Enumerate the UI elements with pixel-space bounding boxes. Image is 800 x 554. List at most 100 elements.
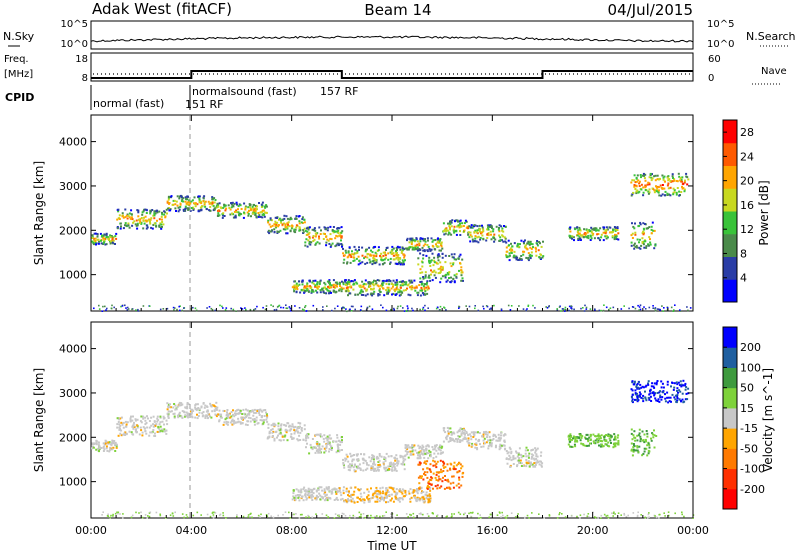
scatter-cell (309, 494, 312, 497)
scatter-cell (152, 214, 155, 217)
scatter-cell (336, 449, 339, 452)
scatter-cell (341, 245, 343, 248)
scatter-cell (573, 443, 576, 446)
scatter-cell (289, 307, 292, 310)
scatter-cell (668, 400, 671, 403)
scatter-cell (603, 304, 605, 306)
scatter-cell (426, 467, 429, 470)
scatter-cell (103, 233, 106, 236)
scatter-cell (631, 193, 634, 196)
scatter-cell (389, 251, 392, 254)
scatter-cell (683, 188, 686, 191)
scatter-cell (387, 252, 390, 255)
scatter-cell (453, 466, 456, 469)
scatter-cell (342, 306, 345, 309)
frequency-panel-frame (90, 52, 694, 82)
scatter-cell (438, 240, 441, 243)
scatter-cell (299, 491, 302, 494)
scatter-cell (437, 475, 440, 478)
scatter-cell (425, 491, 428, 494)
scatter-cell (436, 487, 439, 490)
scatter-cell (281, 218, 284, 221)
scatter-cell (264, 409, 267, 411)
scatter-cell (318, 492, 321, 495)
scatter-cell (215, 414, 218, 416)
scatter-cell (362, 294, 365, 296)
scatter-cell (312, 235, 315, 237)
scatter-cell (423, 450, 426, 453)
scatter-cell (459, 234, 462, 236)
scatter-cell (326, 487, 328, 490)
scatter-cell (520, 465, 523, 467)
scatter-cell (260, 203, 263, 206)
scatter-cell (492, 437, 495, 440)
scatter-cell (312, 240, 315, 242)
scatter-cell (435, 243, 437, 246)
scatter-cell (633, 184, 636, 186)
scatter-cell (348, 246, 351, 249)
scatter-cell (579, 434, 582, 437)
scatter-cell (360, 286, 363, 289)
scatter-cell (352, 514, 355, 517)
scatter-cell (144, 416, 147, 419)
scatter-cell (684, 388, 687, 391)
scatter-cell (512, 457, 515, 460)
scatter-cell (130, 216, 133, 219)
scatter-cell (535, 457, 538, 460)
scatter-cell (156, 211, 159, 214)
scatter-cell (383, 294, 386, 297)
scatter-cell (399, 488, 401, 491)
scatter-cell (175, 210, 177, 212)
scatter-cell (644, 397, 647, 400)
scatter-cell (308, 494, 311, 497)
noise-right-tick-top: 10^5 (707, 19, 734, 30)
scatter-cell (298, 280, 301, 283)
scatter-cell (323, 281, 326, 284)
scatter-cell (179, 203, 182, 206)
scatter-cell (482, 439, 485, 442)
scatter-cell (633, 179, 636, 182)
power-y-axis-label: Slant Range [km] (32, 161, 46, 265)
scatter-cell (358, 498, 361, 501)
scatter-cell (666, 184, 669, 187)
scatter-cell (389, 262, 391, 265)
scatter-cell (286, 232, 289, 235)
scatter-cell (306, 493, 309, 496)
scatter-cell (507, 255, 510, 258)
scatter-cell (525, 309, 527, 312)
colorbar-tick-label: -100 (740, 463, 765, 476)
scatter-cell (641, 240, 644, 243)
scatter-cell (351, 463, 354, 466)
scatter-cell (244, 423, 247, 426)
scatter-cell (514, 256, 517, 259)
scatter-cell (569, 226, 572, 229)
scatter-cell (114, 444, 116, 447)
scatter-cell (304, 229, 307, 232)
scatter-cell (318, 486, 321, 489)
scatter-cell (363, 453, 366, 456)
scatter-cell (634, 307, 637, 310)
scatter-cell (232, 413, 234, 416)
scatter-cell (385, 282, 388, 285)
scatter-cell (166, 423, 169, 426)
scatter-cell (426, 280, 429, 283)
scatter-cell (107, 236, 110, 239)
scatter-cell (306, 284, 309, 286)
scatter-cell (200, 202, 203, 205)
scatter-cell (641, 174, 644, 177)
scatter-cell (396, 514, 398, 516)
scatter-cell (303, 291, 306, 293)
scatter-cell (543, 517, 545, 519)
scatter-cell (457, 430, 460, 433)
scatter-cell (459, 513, 462, 515)
scatter-cell (470, 445, 473, 448)
scatter-cell (229, 421, 232, 424)
scatter-cell (421, 444, 424, 447)
cpid-label: CPID (5, 91, 34, 104)
scatter-cell (141, 434, 144, 437)
scatter-cell (437, 254, 440, 257)
scatter-cell (450, 265, 453, 268)
scatter-cell (292, 489, 295, 492)
scatter-cell (307, 228, 310, 231)
scatter-cell (537, 249, 540, 252)
